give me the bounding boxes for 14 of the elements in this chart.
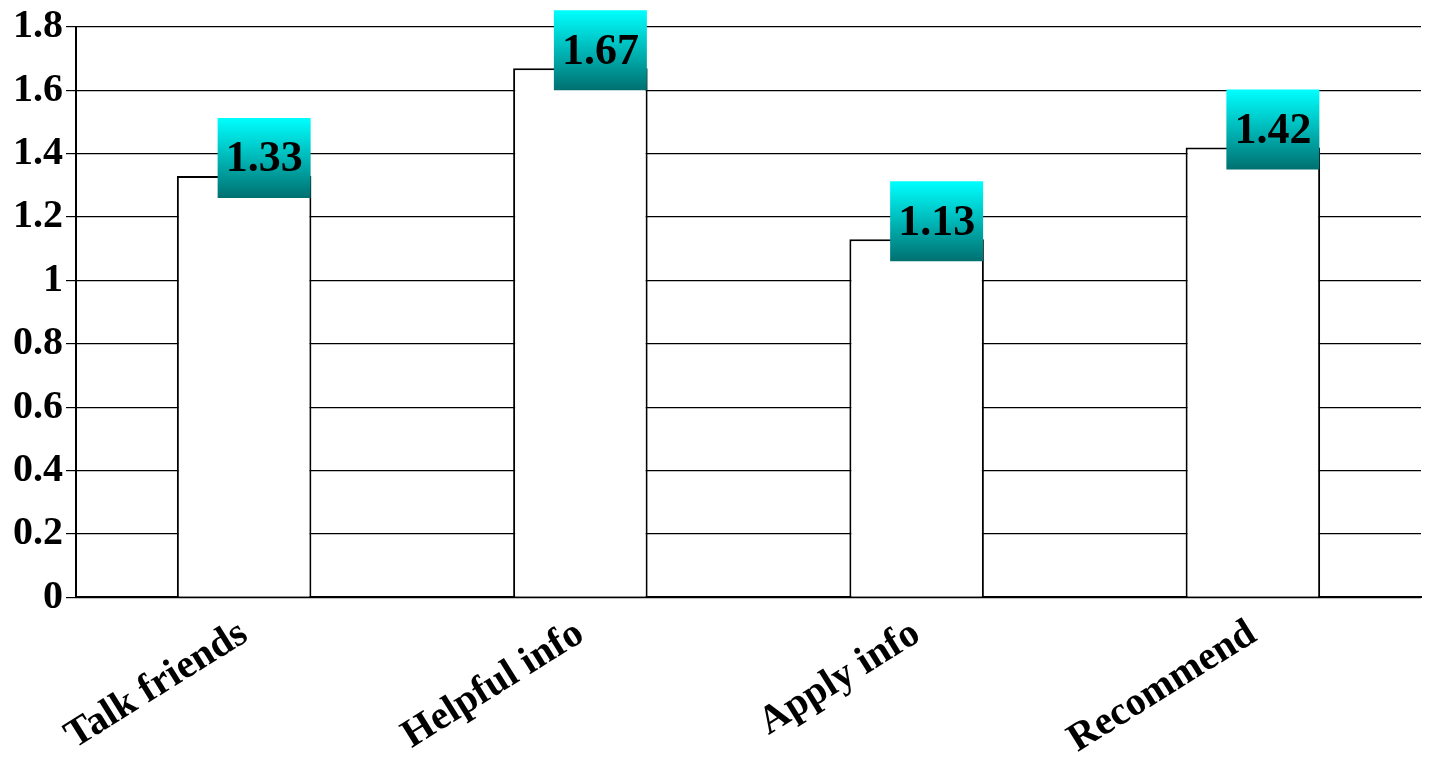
y-tick-label: 0.2 — [13, 508, 63, 554]
data-label: 1.13 — [898, 195, 976, 245]
data-label: 1.67 — [561, 24, 639, 74]
y-tick-label: 1.2 — [13, 191, 63, 237]
y-tick-label: 1.6 — [13, 64, 63, 110]
y-tick-label: 0.6 — [13, 381, 63, 427]
y-tick-label: 0 — [43, 571, 63, 617]
y-tick-label: 0.8 — [13, 318, 63, 364]
y-tick-label: 1.4 — [13, 128, 63, 174]
y-tick-label: 1 — [43, 254, 63, 300]
y-tick-label: 0.4 — [13, 444, 63, 490]
y-tick-label: 1.8 — [13, 1, 63, 47]
data-label: 1.42 — [1234, 103, 1312, 153]
data-label: 1.33 — [225, 132, 303, 182]
